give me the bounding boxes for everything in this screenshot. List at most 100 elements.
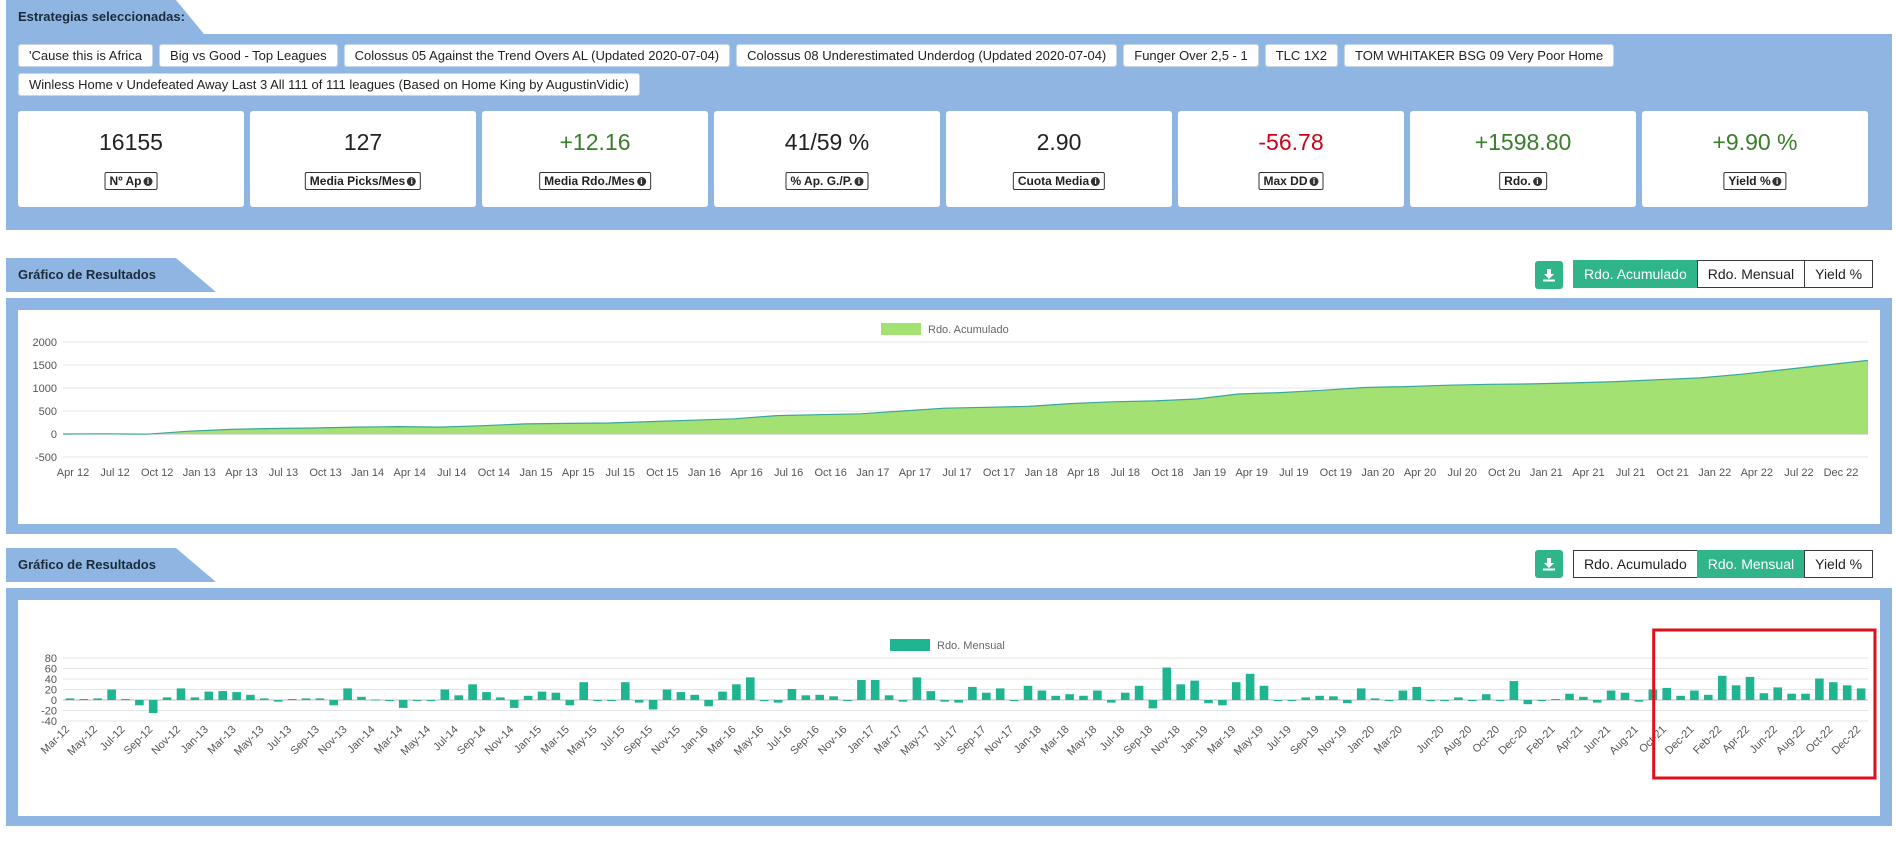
x-tick-label: Nov-13 (316, 724, 350, 758)
stat-label-text: Max DD (1263, 174, 1308, 188)
bar (1537, 700, 1546, 701)
x-tick-label: May-19 (1232, 724, 1266, 758)
bar (676, 692, 686, 700)
bar (1218, 700, 1227, 706)
strategy-tags: 'Cause this is Africa Big vs Good - Top L… (18, 44, 1878, 96)
x-tick-label: Oct 12 (141, 467, 173, 479)
stat-label[interactable]: Cuota Media i (1012, 172, 1106, 190)
info-icon[interactable]: i (1772, 177, 1782, 187)
bar (857, 680, 866, 700)
x-tick-label: Jan-15 (512, 724, 544, 756)
stat-card: 16155 Nº Ap i (18, 111, 244, 207)
x-tick-label: Apr 13 (225, 467, 257, 479)
bar (1162, 667, 1172, 700)
chart2-button-1[interactable]: Rdo. Mensual (1696, 550, 1806, 578)
x-tick-label: Jan 14 (351, 467, 384, 479)
bar (940, 700, 949, 702)
bar (162, 697, 172, 700)
chart2-header-label: Gráfico de Resultados (18, 557, 156, 572)
chart1-button-0[interactable]: Rdo. Acumulado (1573, 260, 1698, 288)
bar (398, 700, 408, 708)
bar (1440, 700, 1449, 701)
stat-label[interactable]: Media Rdo./Mes i (539, 172, 651, 190)
bar (829, 696, 838, 700)
x-tick-label: Nov-15 (649, 724, 683, 758)
info-icon[interactable]: i (1091, 177, 1101, 187)
stat-label-text: Media Rdo./Mes (544, 174, 635, 188)
strategy-tag: Winless Home v Undefeated Away Last 3 Al… (18, 73, 640, 96)
bar (315, 698, 325, 700)
x-tick-label: Apr 19 (1235, 467, 1267, 479)
stat-card: +1598.80 Rdo. i (1410, 111, 1636, 207)
x-tick-label: Sep-17 (955, 724, 989, 758)
x-tick-label: Jan-16 (678, 724, 710, 756)
bar (926, 691, 936, 700)
stat-label[interactable]: Media Picks/Mes i (304, 172, 422, 190)
stat-label[interactable]: Max DD i (1258, 172, 1324, 190)
bar (843, 700, 852, 701)
info-icon[interactable]: i (636, 177, 646, 187)
x-tick-label: Jul 19 (1279, 467, 1308, 479)
x-tick-label: Nov-18 (1149, 724, 1183, 758)
x-tick-label: Nov-16 (816, 724, 850, 758)
chart2-download-button[interactable] (1535, 550, 1563, 578)
strategy-tag: Colossus 08 Underestimated Underdog (Upd… (736, 44, 1118, 67)
bar (1412, 686, 1421, 700)
bar (412, 700, 422, 701)
stat-label[interactable]: Rdo. i (1499, 172, 1547, 190)
bar (1717, 675, 1727, 700)
bar (773, 700, 783, 703)
bar (1759, 693, 1769, 700)
x-tick-label: Mar-20 (1372, 724, 1405, 757)
x-tick-label: May-18 (1065, 724, 1099, 758)
chart2-header: Gráfico de Resultados (6, 548, 216, 582)
x-tick-label: Nov-14 (483, 724, 517, 758)
chart1-button-1[interactable]: Rdo. Mensual (1696, 260, 1806, 288)
x-tick-label: Sep-18 (1121, 724, 1155, 758)
strategy-tag: TLC 1X2 (1264, 44, 1339, 67)
chart1-button-2[interactable]: Yield % (1804, 260, 1874, 288)
x-tick-label: Jul 13 (269, 467, 298, 479)
x-tick-label: Oct 18 (1151, 467, 1183, 479)
stat-card: 2.90 Cuota Media i (946, 111, 1172, 207)
bar (1468, 700, 1477, 701)
y-tick-label: 20 (45, 685, 57, 697)
chart1-download-button[interactable] (1535, 261, 1563, 289)
x-tick-label: Jul 12 (100, 467, 129, 479)
info-icon[interactable]: i (854, 177, 864, 187)
bar (1731, 685, 1741, 700)
chart2-button-2[interactable]: Yield % (1804, 550, 1874, 578)
highlight-box (1652, 628, 1877, 780)
chart2-button-0[interactable]: Rdo. Acumulado (1573, 550, 1698, 578)
bar (1842, 685, 1852, 700)
download-icon (1543, 269, 1555, 282)
bar (1273, 700, 1283, 701)
stat-label[interactable]: Yield % i (1723, 172, 1787, 190)
bar (801, 695, 811, 700)
bar (468, 684, 477, 701)
bar (440, 689, 450, 700)
stat-label-text: Nº Ap (109, 174, 142, 188)
x-tick-label: Nov-17 (983, 724, 1017, 758)
stat-value: 127 (343, 129, 383, 155)
strategies-panel: 'Cause this is Africa Big vs Good - Top L… (6, 34, 1892, 230)
x-tick-label: Jul 14 (437, 467, 466, 479)
bar (537, 691, 547, 700)
y-tick-label: 1000 (33, 383, 57, 395)
info-icon[interactable]: i (407, 177, 417, 187)
bar (634, 700, 644, 703)
x-tick-label: Jul 20 (1447, 467, 1476, 479)
bar (93, 698, 102, 700)
x-tick-label: Sep-12 (122, 724, 156, 758)
bar (1107, 700, 1116, 703)
x-tick-label: Nov-12 (150, 724, 184, 758)
bar (107, 689, 116, 700)
info-icon[interactable]: i (1309, 177, 1319, 187)
info-icon[interactable]: i (143, 177, 153, 187)
x-tick-label: Feb-22 (1691, 724, 1724, 757)
x-tick-label: Jan 22 (1698, 467, 1731, 479)
stat-label[interactable]: % Ap. G./P. i (785, 172, 869, 190)
stat-label[interactable]: Nº Ap i (104, 172, 158, 190)
x-tick-label: Sep-19 (1288, 724, 1322, 758)
info-icon[interactable]: i (1532, 177, 1542, 187)
